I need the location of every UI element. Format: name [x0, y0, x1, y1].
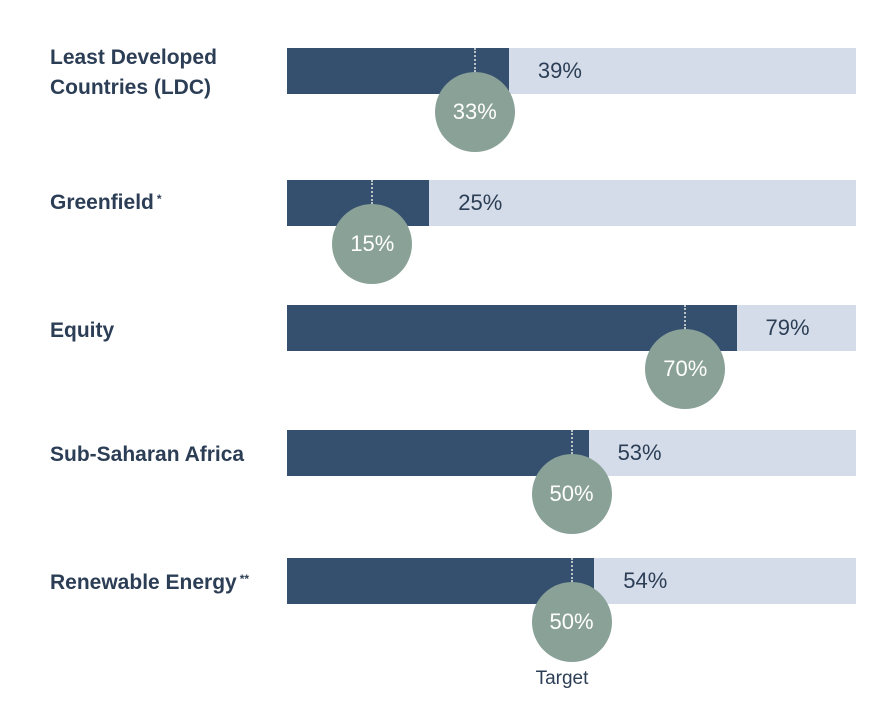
bar-track: [287, 305, 856, 351]
target-marker-line: [684, 305, 687, 329]
bar-value-label: 25%: [458, 190, 503, 215]
bar-value-label: 39%: [537, 58, 582, 83]
bar-value: [287, 430, 589, 476]
footnote-marker: **: [239, 572, 250, 586]
target-marker-line: [371, 180, 374, 204]
bar-value-label: 54%: [623, 568, 668, 593]
target-marker: 70%: [645, 329, 726, 409]
category-label: Least Developed Countries (LDC): [50, 43, 240, 103]
bar-value-label: 79%: [765, 315, 810, 340]
category-label: Greenfield *: [50, 188, 280, 218]
target-marker: 15%: [332, 204, 413, 284]
target-marker: 50%: [531, 454, 612, 534]
category-label-text: Least Developed Countries (LDC): [50, 46, 217, 99]
category-label-text: Greenfield: [50, 191, 154, 214]
category-label-text: Equity: [50, 319, 115, 342]
footnote-marker: *: [156, 192, 162, 206]
target-marker: 33%: [434, 72, 515, 152]
category-label-text: Sub-Saharan Africa: [50, 443, 245, 466]
category-label: Equity: [50, 316, 280, 346]
bar-track: [287, 48, 856, 94]
target-marker-line: [473, 48, 476, 72]
category-label: Sub-Saharan Africa: [50, 440, 280, 470]
category-label-text: Renewable Energy: [50, 571, 237, 594]
bar-track: [287, 430, 856, 476]
target-marker: 50%: [531, 582, 612, 662]
target-marker-line: [570, 430, 573, 454]
category-label: Renewable Energy **: [50, 568, 280, 598]
bar-value-label: 53%: [617, 440, 662, 465]
target-caption: Target: [535, 668, 589, 689]
target-marker-line: [570, 558, 573, 582]
